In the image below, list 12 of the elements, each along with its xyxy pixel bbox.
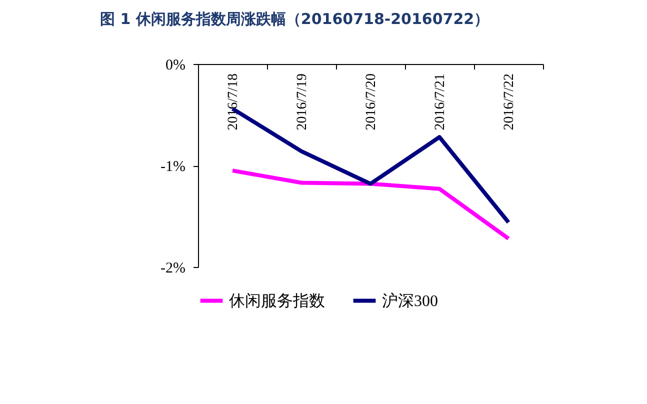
line-series <box>230 168 510 241</box>
y-tick-label: -2% <box>160 260 186 276</box>
y-tick-label: 0% <box>166 58 186 74</box>
legend-label: 沪深300 <box>382 292 438 310</box>
x-tick-label: 2016/7/20 <box>364 74 379 130</box>
x-tick-label: 2016/7/19 <box>295 74 310 130</box>
chart-title: 图 1 休闲服务指数周涨跌幅（20160718-20160722） <box>100 10 490 28</box>
x-tick-label: 2016/7/21 <box>433 74 448 130</box>
x-tick-label: 2016/7/22 <box>502 74 517 130</box>
y-tick-label: -1% <box>160 159 186 175</box>
legend-label: 休闲服务指数 <box>229 292 325 310</box>
x-tick-label: 2016/7/18 <box>226 74 241 130</box>
